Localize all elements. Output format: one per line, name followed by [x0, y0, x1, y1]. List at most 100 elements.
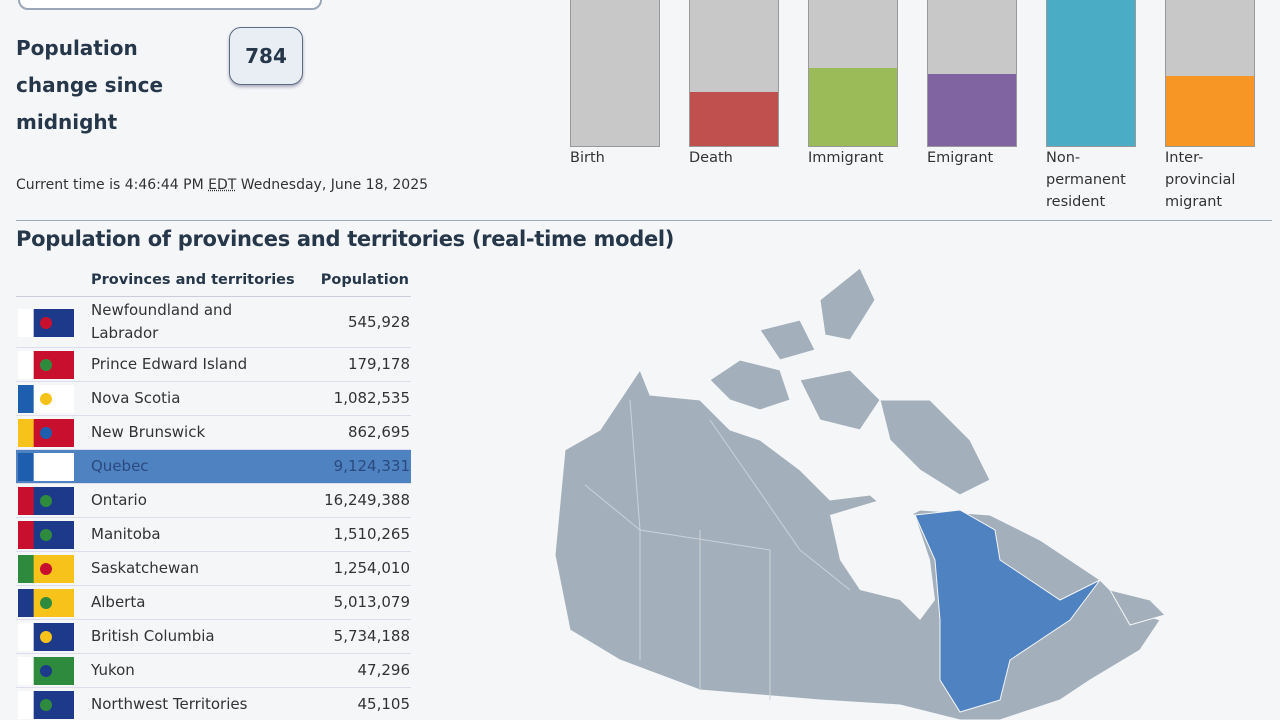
hudson-bay [830, 500, 935, 620]
province-name: Saskatchewan [91, 559, 199, 577]
province-population: 1,082,535 [333, 389, 410, 407]
island [799, 369, 881, 431]
flag-emblem [40, 427, 52, 439]
gauge-label: Inter-provincial migrant [1165, 150, 1236, 210]
flag-emblem [40, 461, 52, 473]
gauge-label: Death [689, 150, 733, 166]
province-name: Alberta [91, 593, 146, 611]
island [709, 359, 791, 411]
province-name: Yukon [91, 661, 135, 679]
island [759, 319, 816, 361]
gauge [570, 0, 660, 147]
flag-emblem [40, 631, 52, 643]
table-row: Quebec 9,124,331 [16, 450, 411, 484]
gauge-fill [690, 91, 778, 146]
province-population: 16,249,388 [324, 491, 410, 509]
gauge-fill [928, 74, 1016, 146]
table-row: Saskatchewan 1,254,010 [16, 552, 411, 586]
province-name: Newfoundland and Labrador [91, 301, 233, 342]
gauge-label: Immigrant [808, 150, 884, 166]
divider [16, 220, 1272, 221]
border [639, 529, 771, 700]
province-name: Nova Scotia [91, 389, 181, 407]
flag-emblem [40, 495, 52, 507]
population-counter-box [18, 0, 322, 10]
province-name: Northwest Territories [91, 695, 248, 713]
canada-map [554, 267, 1166, 720]
flag-icon [18, 351, 74, 379]
province-name: Ontario [91, 491, 147, 509]
gauge-label: Non-permanent resident [1046, 150, 1126, 210]
flag-icon [18, 691, 74, 719]
province-population: 47,296 [357, 661, 411, 679]
table-row: Ontario 16,249,388 [16, 484, 411, 518]
change-label: Population change since midnight [16, 36, 164, 134]
table-row: British Columbia 5,734,188 [16, 620, 411, 654]
table-row: Yukon 47,296 [16, 654, 411, 688]
province-population: 1,510,265 [333, 525, 410, 543]
province-name: Manitoba [91, 525, 161, 543]
province-name: New Brunswick [91, 423, 206, 441]
flag-icon [18, 657, 74, 685]
province-name: British Columbia [91, 627, 215, 645]
gauge-fill [1166, 75, 1254, 146]
table-row: Northwest Territories 45,105 [16, 688, 411, 720]
flag-emblem [40, 529, 52, 541]
flag-emblem [40, 563, 52, 575]
section-title: Population of provinces and territories … [16, 227, 675, 251]
gauge [1165, 0, 1255, 147]
current-time: Current time is 4:46:44 PM EDT Wednesday… [16, 177, 428, 193]
quebec [914, 509, 1101, 713]
province-population: 45,105 [357, 695, 411, 713]
province-population: 9,124,331 [333, 457, 410, 475]
province-population: 5,013,079 [333, 593, 410, 611]
gauge [927, 0, 1017, 147]
flag-icon [18, 555, 74, 583]
gauge-fill [1047, 0, 1135, 146]
border [709, 419, 851, 591]
province-population: 5,734,188 [333, 627, 410, 645]
flag-emblem [40, 597, 52, 609]
flag-emblem [40, 317, 52, 329]
flag-icon [18, 309, 74, 337]
flag-icon [18, 589, 74, 617]
time-prefix: Current time is 4:46:44 PM [16, 177, 204, 193]
province-name: Quebec [91, 457, 149, 475]
table-header: Population [320, 272, 409, 288]
province-name: Prince Edward Island [91, 355, 248, 373]
table-row: Manitoba 1,510,265 [16, 518, 411, 552]
table-header: Provinces and territories [91, 272, 295, 288]
province-population: 545,928 [347, 313, 410, 331]
flag-icon [18, 453, 74, 481]
flag-icon [18, 385, 74, 413]
gauge-label: Birth [570, 150, 605, 166]
table-row: Alberta 5,013,079 [16, 586, 411, 620]
gauge-label: Emigrant [927, 150, 994, 166]
border [629, 399, 641, 531]
island [1108, 589, 1166, 626]
table-row: Prince Edward Island 179,178 [16, 348, 411, 382]
table-row: Newfoundland and Labrador 545,928 [16, 298, 411, 348]
province-population: 179,178 [347, 355, 410, 373]
flag-icon [18, 487, 74, 515]
island [819, 267, 876, 341]
table-row: New Brunswick 862,695 [16, 416, 411, 450]
province-population: 862,695 [347, 423, 410, 441]
province-population: 1,254,010 [333, 559, 410, 577]
header-rule [16, 296, 411, 297]
gauge [1046, 0, 1136, 147]
flag-icon [18, 419, 74, 447]
gauge-fill [809, 67, 897, 146]
island [879, 399, 991, 496]
flag-emblem [40, 359, 52, 371]
flag-icon [18, 521, 74, 549]
flag-emblem [40, 665, 52, 677]
change-value: 784 [229, 27, 303, 85]
time-date: Wednesday, June 18, 2025 [240, 177, 429, 193]
gauge [808, 0, 898, 147]
flag-emblem [40, 699, 52, 711]
flag-icon [18, 623, 74, 651]
flag-emblem [40, 393, 52, 405]
gauge [689, 0, 779, 147]
